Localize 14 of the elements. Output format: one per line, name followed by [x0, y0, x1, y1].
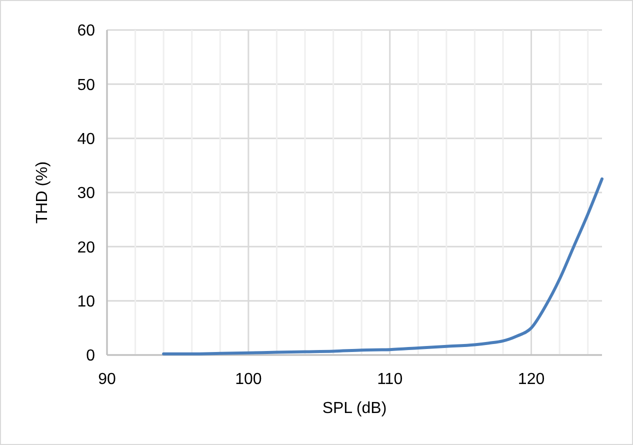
line-series — [162, 177, 604, 356]
x-tick-label: 100 — [235, 371, 262, 388]
y-tick-label: 60 — [77, 22, 96, 40]
y-axis-title: THD (%) — [34, 161, 51, 224]
y-tick-label: 10 — [77, 293, 96, 310]
x-tick-label: 110 — [377, 371, 403, 388]
x-tick-label: 90 — [98, 371, 116, 388]
y-tick-label: 50 — [77, 76, 96, 94]
y-tick-label: 0 — [86, 348, 96, 365]
y-tick-label: 20 — [77, 239, 96, 256]
x-tick-label: 120 — [518, 371, 545, 388]
y-tick-label: 40 — [77, 130, 96, 148]
y-tick-label: 30 — [77, 185, 96, 202]
x-axis-title: SPL (dB) — [322, 400, 387, 417]
